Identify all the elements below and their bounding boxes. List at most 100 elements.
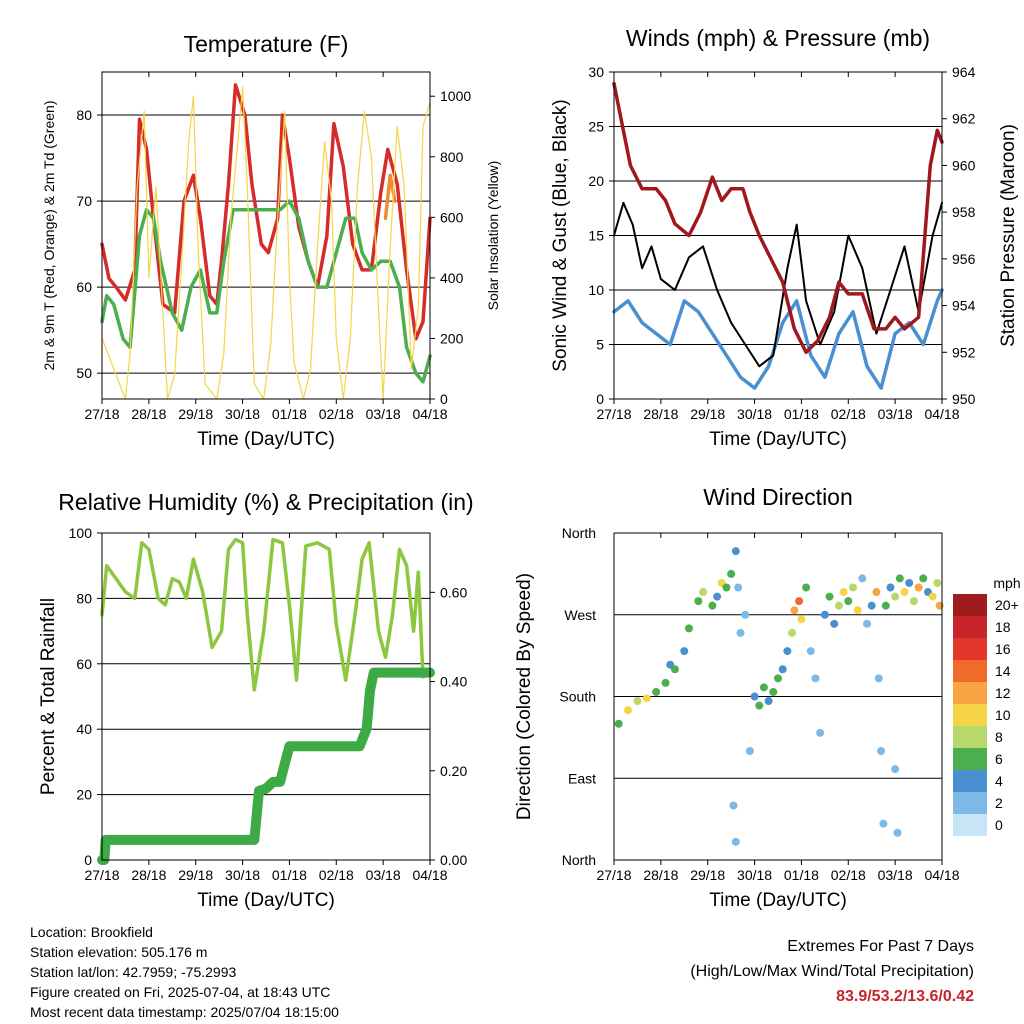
scatter-point — [874, 674, 883, 683]
scatter-point — [844, 597, 853, 606]
scatter-point — [891, 592, 900, 601]
scatter-point — [795, 597, 804, 606]
scatter-point — [788, 628, 797, 637]
x-tick-label: 29/18 — [178, 867, 213, 883]
x-tick-label: 04/18 — [412, 406, 447, 422]
x-tick-label: 27/18 — [84, 867, 119, 883]
colorbar-swatch — [953, 726, 987, 748]
y-tick-label: 80 — [76, 590, 92, 606]
scatter-point — [933, 578, 942, 587]
y2-tick-label: 0.60 — [440, 584, 467, 600]
scatter-point — [680, 647, 689, 656]
scatter-point — [830, 619, 839, 628]
scatter-point — [802, 583, 811, 592]
station-latlon: Station lat/lon: 42.7959; -75.2993 — [30, 964, 237, 980]
scatter-point — [909, 597, 918, 606]
y-tick-label: 0 — [84, 852, 92, 868]
x-tick-label: 29/18 — [690, 867, 725, 883]
x-tick-label: 04/18 — [924, 406, 959, 422]
data-timestamp: Most recent data timestamp: 2025/07/04 1… — [30, 1004, 339, 1020]
meteogram-figure: Temperature (F)5060708002004006008001000… — [38, 25, 1021, 911]
extremes-subtitle: (High/Low/Max Wind/Total Precipitation) — [690, 963, 974, 980]
y-tick-label: 40 — [76, 721, 92, 737]
y-axis-label: Direction (Colored By Speed) — [514, 573, 535, 820]
x-tick-label: 03/18 — [366, 406, 401, 422]
scatter-point — [624, 706, 633, 715]
chart-title: Relative Humidity (%) & Precipitation (i… — [58, 489, 473, 515]
y2-tick-label: 0 — [440, 391, 448, 407]
scatter-point — [900, 588, 909, 597]
x-tick-label: 30/18 — [737, 867, 772, 883]
scatter-point — [670, 665, 679, 674]
scatter-point — [816, 728, 825, 737]
y-tick-label: West — [564, 607, 596, 623]
x-tick-label: 29/18 — [690, 406, 725, 422]
x-tick-label: 04/18 — [412, 867, 447, 883]
y2-tick-label: 0.00 — [440, 852, 467, 868]
plot-frame — [101, 532, 431, 861]
chart-panel-1: Temperature (F)5060708002004006008001000… — [41, 31, 501, 450]
x-tick-label: 02/18 — [319, 406, 354, 422]
scatter-point — [729, 801, 738, 810]
scatter-point — [731, 547, 740, 556]
plot-frame — [613, 532, 943, 861]
scatter-point — [928, 592, 937, 601]
scatter-point — [755, 701, 764, 710]
chart-title: Winds (mph) & Pressure (mb) — [626, 25, 930, 51]
x-tick-label: 28/18 — [131, 867, 166, 883]
y-tick-label: North — [562, 525, 596, 541]
x-axis-label: Time (Day/UTC) — [197, 429, 335, 450]
series-line — [612, 81, 944, 355]
y-tick-label: 30 — [588, 64, 604, 80]
colorbar-tick-label: 14 — [995, 663, 1011, 679]
scatter-point — [722, 583, 731, 592]
colorbar-tick-label: 0 — [995, 817, 1003, 833]
scatter-point — [790, 606, 799, 615]
scatter-point — [881, 601, 890, 610]
x-tick-label: 03/18 — [366, 867, 401, 883]
colorbar-swatch — [953, 660, 987, 682]
x-axis-label: Time (Day/UTC) — [709, 890, 847, 911]
colorbar-swatch — [953, 594, 987, 616]
series-line — [613, 201, 943, 368]
x-tick-label: 27/18 — [596, 406, 631, 422]
scatter-point — [694, 597, 703, 606]
y-tick-label: 60 — [76, 656, 92, 672]
colorbar-tick-label: 12 — [995, 685, 1011, 701]
colorbar-swatch — [953, 770, 987, 792]
scatter-point — [633, 697, 642, 706]
chart-panel-2: Winds (mph) & Pressure (mb) 0 5 10 15 20 25 30 9… — [550, 25, 1019, 450]
colorbar-swatch — [953, 792, 987, 814]
scatter-point — [759, 683, 768, 692]
y-axis-label: Sonic Wind & Gust (Blue, Black) — [550, 99, 571, 371]
extremes-title: Extremes For Past 7 Days — [787, 938, 974, 955]
y-tick-label: 10 — [588, 282, 604, 298]
scatter-point — [614, 719, 623, 728]
y-tick-label: 80 — [76, 107, 92, 123]
station-elevation: Station elevation: 505.176 m — [30, 944, 208, 960]
scatter-point — [825, 592, 834, 601]
series-line — [97, 667, 435, 865]
x-tick-label: 01/18 — [784, 406, 819, 422]
y-tick-label: 60 — [76, 279, 92, 295]
x-tick-label: 27/18 — [84, 406, 119, 422]
y-tick-label: 50 — [76, 365, 92, 381]
colorbar-tick-label: 20+ — [995, 597, 1019, 613]
scatter-point — [811, 674, 820, 683]
chart-title: Temperature (F) — [184, 31, 349, 57]
x-tick-label: 03/18 — [878, 867, 913, 883]
extremes-values: 83.9/53.2/13.6/0.42 — [836, 988, 974, 1005]
scatter-point — [699, 588, 708, 597]
x-tick-label: 28/18 — [643, 867, 678, 883]
station-info: Location: Brookfield Station elevation: … — [30, 922, 339, 1022]
colorbar-label: mph — [993, 575, 1020, 591]
x-tick-label: 02/18 — [831, 406, 866, 422]
chart-panel-3: Relative Humidity (%) & Precipitation (i… — [38, 489, 474, 911]
scatter-point — [886, 583, 895, 592]
colorbar-tick-label: 8 — [995, 729, 1003, 745]
scatter-point — [741, 610, 750, 619]
x-axis-label: Time (Day/UTC) — [709, 429, 847, 450]
y2-tick-label: 1000 — [440, 88, 471, 104]
scatter-point — [727, 569, 736, 578]
scatter-point — [778, 665, 787, 674]
